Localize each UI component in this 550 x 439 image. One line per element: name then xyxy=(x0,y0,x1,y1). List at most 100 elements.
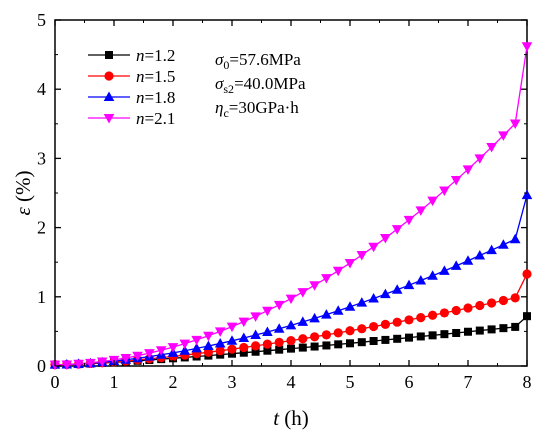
data-point xyxy=(439,308,449,318)
data-point xyxy=(179,339,191,350)
data-point xyxy=(487,298,497,308)
data-point xyxy=(214,327,226,337)
data-point xyxy=(403,215,415,226)
x-tick-label: 7 xyxy=(464,372,473,392)
data-point xyxy=(214,337,226,348)
data-point xyxy=(344,259,356,269)
data-point xyxy=(356,297,368,307)
data-point xyxy=(463,303,473,313)
legend-marker xyxy=(103,114,115,124)
data-point xyxy=(251,341,261,351)
data-point xyxy=(405,333,413,342)
data-point xyxy=(226,335,238,345)
data-point xyxy=(416,332,425,341)
data-point xyxy=(451,305,461,316)
data-point xyxy=(510,293,520,303)
data-point xyxy=(132,351,143,362)
legend-marker xyxy=(105,51,113,59)
data-point xyxy=(250,312,261,322)
data-point xyxy=(499,324,508,333)
annotation-3: ηc=30GPa·h xyxy=(215,98,299,120)
data-point xyxy=(498,131,509,141)
data-point xyxy=(309,281,320,291)
annotation-1: σ0=57.6MPa xyxy=(215,50,301,72)
data-point xyxy=(357,324,367,334)
legend-label: n=1.2 xyxy=(136,46,175,65)
data-point xyxy=(498,239,509,249)
data-point xyxy=(440,330,449,339)
x-tick-label: 1 xyxy=(110,372,119,392)
data-point xyxy=(509,119,521,130)
data-point xyxy=(227,344,237,354)
data-point xyxy=(357,338,366,347)
data-point xyxy=(475,326,484,335)
y-tick-label: 3 xyxy=(37,148,46,168)
data-point xyxy=(239,348,248,357)
y-tick-label: 4 xyxy=(37,79,46,99)
legend-entry: n=1.2 xyxy=(88,46,175,65)
x-tick-label: 6 xyxy=(405,372,414,392)
data-point xyxy=(380,288,391,299)
data-point xyxy=(215,346,225,356)
legend-entry: n=2.1 xyxy=(88,109,175,128)
legend-label: n=1.8 xyxy=(136,88,175,107)
data-point xyxy=(238,332,250,342)
data-point xyxy=(250,329,261,339)
data-point xyxy=(380,234,391,244)
data-point xyxy=(475,300,485,311)
data-point xyxy=(416,313,426,323)
data-point xyxy=(321,330,331,340)
data-point xyxy=(332,266,344,277)
data-point xyxy=(462,165,474,175)
data-point xyxy=(464,327,472,336)
data-point xyxy=(238,317,250,328)
data-point xyxy=(297,316,309,326)
y-tick-label: 2 xyxy=(37,218,46,238)
x-tick-label: 2 xyxy=(169,372,178,392)
data-point xyxy=(391,284,403,294)
data-point xyxy=(368,292,379,303)
data-point xyxy=(297,288,309,298)
data-point xyxy=(262,306,273,317)
data-point xyxy=(368,242,379,253)
data-point xyxy=(333,328,343,338)
x-tick-label: 0 xyxy=(51,372,60,392)
data-point xyxy=(144,349,155,359)
data-point xyxy=(275,345,284,354)
legend-marker xyxy=(103,91,115,101)
data-point xyxy=(298,334,308,344)
y-tick-label: 5 xyxy=(37,10,46,30)
data-point xyxy=(439,186,450,196)
data-point xyxy=(522,269,532,279)
legend-entry: n=1.8 xyxy=(88,88,175,107)
data-point xyxy=(380,319,390,330)
data-point xyxy=(285,319,297,330)
x-tick-label: 5 xyxy=(346,372,355,392)
data-point xyxy=(404,315,414,325)
data-point xyxy=(262,326,273,336)
x-tick-label: 3 xyxy=(228,372,237,392)
data-point xyxy=(511,322,520,331)
data-point xyxy=(226,322,238,333)
data-point xyxy=(273,323,285,333)
data-point xyxy=(287,344,295,353)
data-point xyxy=(391,225,403,235)
data-point xyxy=(310,342,319,351)
data-point xyxy=(61,360,73,370)
data-point xyxy=(428,331,437,340)
data-point xyxy=(509,233,521,244)
data-point xyxy=(486,143,497,153)
data-point xyxy=(415,206,427,216)
data-point xyxy=(285,294,297,305)
data-point xyxy=(179,345,191,355)
data-point xyxy=(369,337,378,346)
data-point xyxy=(321,309,332,319)
data-point xyxy=(393,334,402,343)
data-point xyxy=(462,255,474,265)
data-point xyxy=(334,340,343,349)
data-point xyxy=(369,321,379,332)
y-tick-label: 1 xyxy=(37,287,46,307)
data-point xyxy=(298,343,307,352)
data-point xyxy=(273,300,285,311)
